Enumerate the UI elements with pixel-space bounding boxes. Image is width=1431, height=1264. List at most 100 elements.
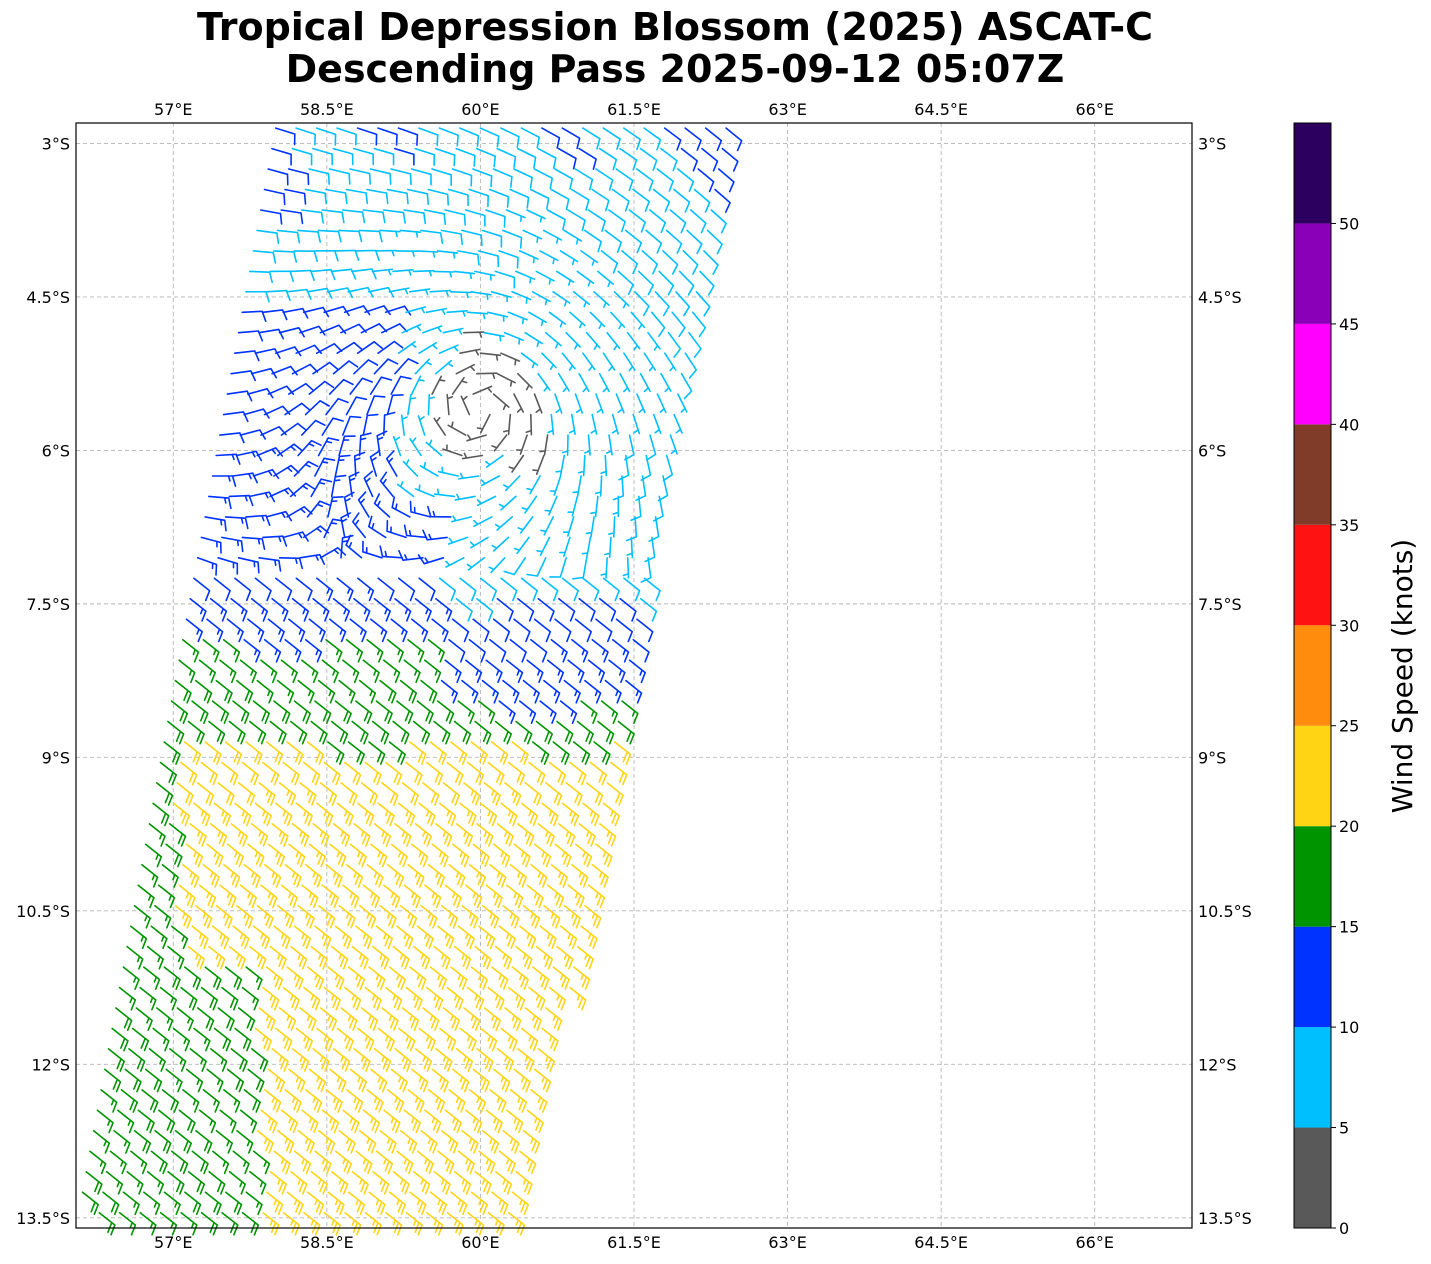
wind-barb — [143, 1191, 161, 1216]
wind-barb — [224, 741, 243, 765]
wind-barb — [327, 496, 344, 518]
wind-barb — [595, 168, 614, 191]
wind-barb — [206, 843, 224, 868]
wind-barb — [364, 305, 391, 316]
wind-barb — [317, 437, 340, 457]
wind-barb — [357, 577, 375, 602]
wind-barb — [356, 341, 383, 354]
wind-barb — [303, 761, 321, 786]
wind-barb — [273, 464, 300, 477]
wind-barb — [198, 1109, 217, 1134]
wind-barb — [191, 1150, 209, 1175]
wind-barb — [193, 577, 211, 602]
wind-barb — [427, 864, 446, 888]
wind-barb — [435, 1048, 453, 1072]
wind-barb — [656, 168, 674, 192]
wind-barb — [299, 782, 317, 806]
wind-barb — [228, 1170, 246, 1195]
wind-barb — [355, 925, 373, 950]
wind-barb — [623, 352, 636, 372]
wind-barb — [599, 598, 617, 622]
wind-barb — [382, 209, 406, 224]
wind-barb — [197, 1007, 215, 1031]
wind-barb — [262, 761, 280, 786]
wind-barb — [590, 495, 599, 518]
wind-barb — [297, 679, 315, 704]
wind-barb — [331, 1170, 349, 1195]
wind-barb — [504, 782, 522, 806]
wind-barb — [602, 802, 620, 827]
wind-barb — [651, 311, 666, 338]
wind-barb — [359, 904, 377, 929]
wind-barb — [198, 659, 216, 684]
x-tick-label-bottom: 61.5°E — [607, 1233, 661, 1252]
wind-barb — [496, 598, 514, 622]
wind-barb — [163, 966, 181, 990]
wind-barb — [362, 413, 379, 436]
wind-barb — [182, 638, 200, 663]
wind-barb — [355, 700, 373, 724]
wind-barb — [312, 598, 330, 622]
wind-barb — [459, 1027, 477, 1052]
wind-barb — [213, 1027, 232, 1052]
wind-barb — [439, 1027, 457, 1052]
wind-barb — [535, 270, 555, 285]
wind-barb — [500, 577, 518, 602]
wind-barb — [484, 454, 504, 468]
wind-barb — [447, 536, 469, 545]
wind-barb — [223, 1089, 241, 1113]
wind-barb — [345, 534, 363, 559]
x-tick-label-bottom: 63°E — [768, 1233, 806, 1252]
wind-barb — [440, 229, 463, 246]
wind-barb — [345, 864, 364, 888]
wind-barb — [532, 741, 550, 765]
wind-barb — [100, 1089, 118, 1113]
wind-barb — [541, 802, 559, 827]
wind-barb — [258, 1007, 276, 1031]
wind-barb — [267, 618, 285, 643]
wind-barb — [249, 945, 267, 970]
wind-barb — [520, 577, 538, 602]
x-tick-label-top: 66°E — [1075, 100, 1113, 119]
wind-barb — [104, 1068, 122, 1093]
wind-barb — [669, 434, 678, 455]
wind-barb — [636, 393, 646, 414]
wind-barb — [334, 249, 360, 262]
wind-barb — [457, 925, 475, 950]
wind-barb — [578, 823, 596, 847]
wind-barb — [385, 1211, 403, 1236]
wind-barb — [467, 1211, 485, 1236]
wind-barb — [195, 904, 213, 929]
wind-barb — [448, 864, 466, 888]
wind-barb — [465, 884, 483, 909]
wind-barb — [351, 945, 369, 970]
wind-barb — [171, 1150, 189, 1175]
wind-barb — [513, 618, 531, 643]
colorbar-title: Wind Speed (knots) — [1386, 539, 1419, 813]
wind-barb — [351, 1170, 369, 1195]
wind-barb — [247, 843, 265, 868]
wind-barb — [508, 1211, 526, 1236]
wind-barb — [212, 1150, 230, 1175]
wind-barb — [327, 966, 345, 990]
wind-barb — [420, 229, 444, 245]
wind-barb — [167, 1170, 185, 1195]
wind-barb — [215, 679, 233, 704]
wind-barb — [239, 1109, 258, 1134]
wind-barb — [478, 925, 496, 950]
wind-barb — [221, 761, 239, 786]
wind-barb — [489, 1089, 507, 1113]
wind-barb — [303, 1211, 321, 1236]
wind-barb — [587, 884, 606, 909]
wind-barb — [159, 761, 177, 786]
wind-barb — [533, 843, 552, 868]
wind-barb — [453, 945, 472, 970]
wind-barb — [269, 270, 294, 282]
wind-barb — [628, 209, 646, 233]
wind-barb — [323, 986, 341, 1011]
wind-barb — [547, 884, 565, 909]
wind-barb — [154, 1130, 172, 1154]
wind-barb — [390, 1068, 408, 1093]
wind-barb — [549, 557, 567, 578]
wind-barb — [424, 659, 442, 684]
